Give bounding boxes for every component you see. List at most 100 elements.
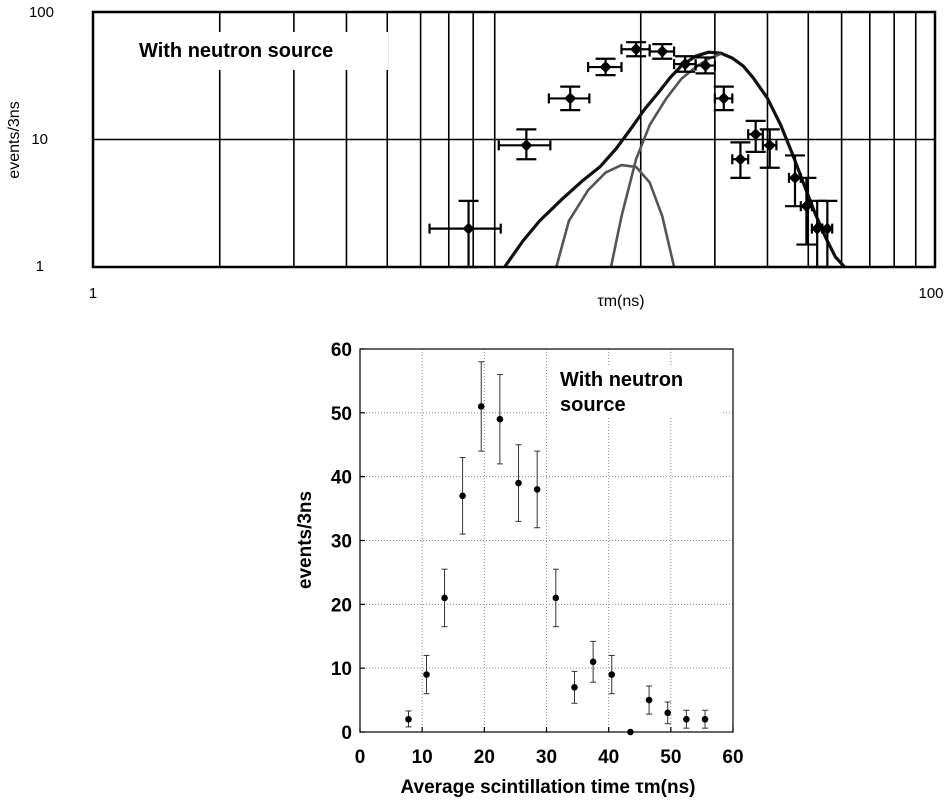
top-marker [679, 58, 692, 71]
bottom-x-tick-label: 40 [598, 747, 619, 768]
bottom-marker [533, 486, 541, 493]
bottom-marker [423, 671, 430, 678]
top-marker [749, 128, 762, 141]
bottom-marker [645, 696, 653, 704]
top-x-tick-1: 1 [89, 285, 97, 302]
bottom-data-point [701, 709, 709, 729]
bottom-marker [459, 492, 466, 500]
top-data-point [694, 56, 716, 75]
bottom-x-tick-label: 10 [412, 747, 433, 768]
bottom-marker [627, 728, 634, 736]
bottom-y-tick-label: 10 [331, 659, 352, 680]
top-x-axis-label: τm(ns) [597, 293, 644, 310]
bottom-data-point [533, 450, 541, 529]
top-marker [462, 222, 475, 235]
bottom-y-tick-label: 40 [331, 468, 352, 489]
bottom-data-point [552, 568, 560, 628]
top-marker [564, 92, 577, 105]
bottom-marker [477, 403, 485, 410]
top-marker [811, 222, 824, 235]
bottom-y-tick-label: 0 [341, 723, 352, 744]
bottom-marker [552, 594, 560, 602]
bottom-marker [683, 715, 690, 723]
bottom-x-tick-label: 0 [355, 747, 366, 768]
top-marker [699, 59, 712, 72]
bottom-annotation-box: With neutron source [551, 365, 721, 417]
top-annotation-background [130, 32, 388, 70]
bottom-marker [701, 715, 709, 723]
bottom-data-point [459, 457, 466, 535]
bottom-data-point [423, 654, 430, 695]
bottom-data-points [405, 361, 709, 736]
bottom-marker [571, 684, 578, 691]
top-annotation: With neutron source [139, 40, 333, 62]
bottom-y-axis-label: events/3ns [295, 491, 316, 589]
top-marker [717, 92, 730, 105]
top-x-tick-100: 100 [918, 285, 943, 302]
bottom-annotation-line-1: With neutron [560, 369, 683, 391]
bottom-marker [405, 715, 412, 723]
bottom-y-tick-label: 30 [331, 532, 352, 553]
bottom-x-tick-label: 50 [660, 747, 681, 768]
top-data-point [745, 119, 766, 153]
bottom-data-point [477, 361, 485, 452]
bottom-annotation: With neutron source [560, 369, 683, 416]
bottom-chart: 0 10 20 30 40 50 60 0 10 20 30 40 50 60 With neutron s… [295, 340, 744, 798]
bottom-x-tick-label: 60 [722, 747, 743, 768]
bottom-data-point [496, 374, 504, 465]
bottom-data-point [664, 701, 672, 725]
bottom-x-tick-label: 30 [536, 747, 557, 768]
top-y-tick-10: 10 [31, 131, 48, 148]
top-marker [763, 139, 776, 152]
bottom-data-point [515, 444, 522, 522]
bottom-marker [589, 658, 597, 666]
top-annotation-box: With neutron source [130, 32, 388, 70]
bottom-tick-labels: 0 10 20 30 40 50 60 0 10 20 30 40 50 60 [331, 340, 744, 768]
top-y-axis-label: events/3ns [6, 101, 23, 178]
top-data-points [428, 41, 838, 269]
bottom-data-point [627, 728, 634, 736]
top-marker [734, 153, 747, 166]
top-marker [630, 43, 643, 56]
bottom-x-tick-label: 20 [474, 747, 495, 768]
top-data-point [759, 128, 780, 169]
bottom-marker [515, 479, 522, 487]
bottom-data-point [608, 654, 616, 695]
bottom-data-point [405, 710, 412, 728]
top-data-point [713, 85, 734, 112]
top-data-point [547, 85, 591, 112]
top-y-tick-1: 1 [36, 258, 44, 275]
top-marker [821, 222, 834, 235]
top-y-tick-100: 100 [29, 4, 54, 21]
bottom-annotation-line-2: source [560, 394, 626, 416]
bottom-annotation-background [551, 365, 721, 417]
top-marker [599, 61, 612, 74]
bottom-data-point [683, 709, 690, 729]
top-data-point [796, 176, 817, 246]
top-fit-fast [555, 163, 676, 268]
bottom-data-point [441, 568, 448, 628]
top-plot-frame [91, 10, 937, 269]
bottom-y-tick-label: 60 [331, 340, 352, 361]
bottom-marker [496, 415, 504, 423]
top-data-point [497, 128, 552, 161]
bottom-y-tick-label: 50 [331, 404, 352, 425]
top-data-point [730, 141, 751, 179]
bottom-y-tick-label: 20 [331, 595, 352, 616]
top-data-point [587, 57, 623, 77]
bottom-data-point [645, 685, 653, 715]
bottom-x-axis-label: Average scintillation time τm(ns) [401, 777, 696, 798]
top-data-point [648, 43, 676, 60]
bottom-marker [441, 594, 448, 602]
bottom-data-point [571, 670, 578, 704]
top-fit-sum [503, 50, 846, 269]
top-marker [520, 139, 533, 152]
bottom-marker [664, 709, 672, 717]
top-marker [800, 200, 813, 213]
bottom-marker [608, 671, 616, 678]
bottom-data-point [589, 640, 597, 683]
top-marker [788, 171, 801, 184]
top-chart: With neutron source 100 10 1 1 100 τm(ns… [6, 4, 944, 310]
top-marker [656, 45, 669, 58]
